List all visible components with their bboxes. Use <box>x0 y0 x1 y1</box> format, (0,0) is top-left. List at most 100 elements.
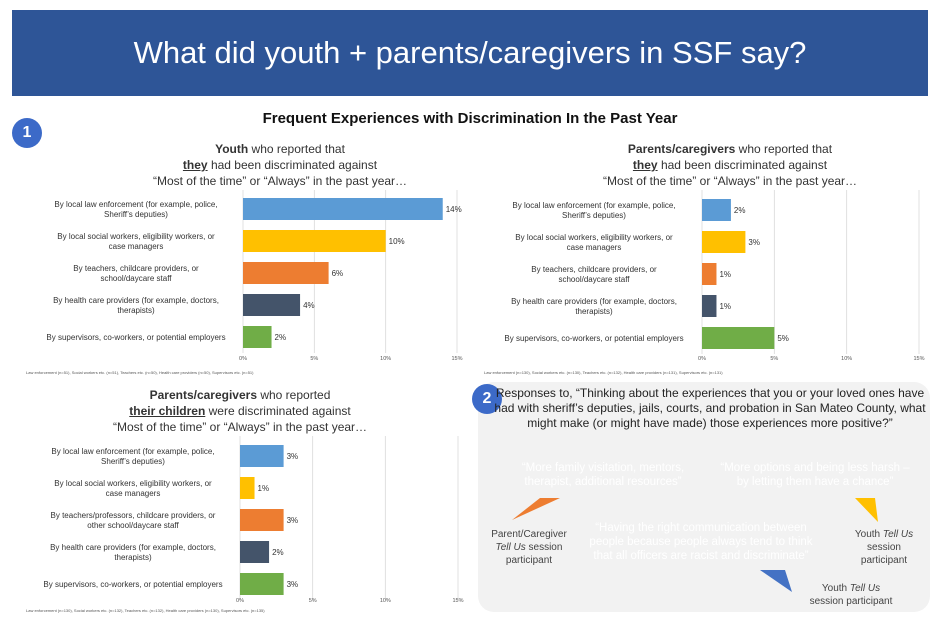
quote-yellow-attribution: Youth Tell Us session participant <box>848 528 920 567</box>
youth-data-label: 14% <box>446 205 462 214</box>
parents-self-tick-label: 10% <box>841 356 852 362</box>
youth-bar <box>243 198 443 220</box>
youth-tick-label: 0% <box>239 356 247 362</box>
badge-two: 2 <box>472 384 502 414</box>
parents-self-chart-heading: Parents/caregivers who reported that the… <box>580 141 880 189</box>
quote-blue-who-1: Youth <box>821 583 850 594</box>
parents-children-bar <box>240 541 270 563</box>
quote-blue-attribution: Youth Tell Us session participant <box>796 582 906 608</box>
parents-children-tick-label: 10% <box>380 598 391 604</box>
parents-children-bar <box>240 573 284 595</box>
parents-children-data-label: 1% <box>258 484 270 493</box>
youth-data-label: 4% <box>303 301 315 310</box>
parents-children-tick-label: 5% <box>309 598 317 604</box>
youth-category-label: By teachers, childcare providers, or scho… <box>73 264 199 283</box>
parents-children-category-label: By health care providers (for example, d… <box>50 543 216 562</box>
quote-orange-who-2: session <box>525 542 563 553</box>
youth-heading-rest1: who reported that <box>248 142 345 156</box>
parents-self-category-label: By local law enforcement (for example, p… <box>512 201 675 220</box>
quote-blue-text: “Having the right communication between … <box>589 522 813 562</box>
youth-heading-bold: Youth <box>215 142 249 156</box>
parents-children-bar <box>240 477 255 499</box>
page-title: What did youth + parents/caregivers in S… <box>133 35 807 70</box>
quote-orange-who-3: participant <box>505 555 553 566</box>
youth-bar <box>243 230 386 252</box>
youth-category-label: By local social workers, eligibility wor… <box>57 232 215 251</box>
title-banner: What did youth + parents/caregivers in S… <box>12 10 928 96</box>
quote-orange-who-1: Parent/Caregiver <box>491 529 567 540</box>
youth-data-label: 2% <box>275 333 287 342</box>
parents-self-heading-rest1: who reported that <box>735 142 833 156</box>
quote-yellow-who-1: Youth <box>854 529 883 540</box>
youth-tick-label: 10% <box>380 356 391 362</box>
parents-children-data-label: 3% <box>287 516 299 525</box>
parents-children-bar <box>240 445 284 467</box>
quote-bubble-yellow: “More options and being less harsh – by … <box>710 451 920 499</box>
parents-children-tick-label: 0% <box>236 598 244 604</box>
quote-orange-attribution: Parent/Caregiver Tell Us session partici… <box>486 528 572 567</box>
quote-yellow-who-2: session <box>867 542 901 553</box>
parents-children-category-label: By teachers/professors, childcare provid… <box>51 511 216 530</box>
parents-children-bar <box>240 509 284 531</box>
youth-chart-heading: Youth who reported that they had been di… <box>130 141 430 189</box>
parents-self-category-label: By local social workers, eligibility wor… <box>515 233 673 252</box>
youth-heading-underline: they <box>182 158 208 172</box>
youth-bar <box>243 294 301 316</box>
badge-one: 1 <box>12 118 42 148</box>
parents-self-data-label: 1% <box>719 270 731 279</box>
parents-children-data-label: 3% <box>287 580 299 589</box>
parents-children-category-label: By local social workers, eligibility wor… <box>54 479 212 498</box>
parents-children-heading-rest2: were discriminated against <box>205 404 351 418</box>
parents-self-tick-label: 0% <box>698 356 706 362</box>
parents-self-bar <box>702 263 717 285</box>
parents-self-bar <box>702 295 717 317</box>
quote-yellow-who-italic: Tell Us <box>882 529 914 540</box>
parents-self-category-label: By supervisors, co-workers, or potential… <box>504 334 683 343</box>
parents-self-heading-bold: Parents/caregivers <box>627 142 736 156</box>
youth-category-label: By local law enforcement (for example, p… <box>54 200 217 219</box>
youth-heading-line3: “Most of the time” or “Always” in the pa… <box>152 174 408 188</box>
quote-bubble-blue: “Having the right communication between … <box>574 512 828 572</box>
orange-bubble-tail <box>512 498 560 520</box>
youth-bar <box>243 262 329 284</box>
parents-self-tick-label: 5% <box>770 356 778 362</box>
parents-children-heading-line3: “Most of the time” or “Always” in the pa… <box>112 420 368 434</box>
section-title: Frequent Experiences with Discrimination… <box>262 110 678 127</box>
parents-self-bar <box>702 231 746 253</box>
youth-category-label: By health care providers (for example, d… <box>53 296 219 315</box>
quote-orange-who-italic: Tell Us <box>495 542 526 553</box>
youth-data-label: 6% <box>332 269 344 278</box>
parents-self-data-label: 5% <box>777 334 789 343</box>
quote-blue-who-italic: Tell Us <box>849 583 881 594</box>
youth-heading-rest2: had been discriminated against <box>207 158 378 172</box>
youth-bar <box>243 326 272 348</box>
responses-panel <box>478 382 930 612</box>
parents-children-category-label: By supervisors, co-workers, or potential… <box>43 580 222 589</box>
quote-orange-text: “More family visitation, mentors, therap… <box>521 462 685 488</box>
parents-self-heading-line3: “Most of the time” or “Always” in the pa… <box>602 174 858 188</box>
parents-children-tick-label: 15% <box>452 598 463 604</box>
parents-self-bar <box>702 327 775 349</box>
quote-yellow-text: “More options and being less harsh – by … <box>720 462 910 488</box>
youth-tick-label: 15% <box>451 356 462 362</box>
youth-data-label: 10% <box>389 237 405 246</box>
quote-blue-who-2: session participant <box>809 596 893 607</box>
parents-children-heading-rest1: who reported <box>257 388 331 402</box>
parents-self-data-label: 3% <box>748 238 760 247</box>
parents-self-heading-underline: they <box>632 158 658 172</box>
parents-self-bar <box>702 199 731 221</box>
parents-self-data-label: 2% <box>734 206 746 215</box>
quote-yellow-who-3: participant <box>860 555 908 566</box>
quote-bubble-orange: “More family visitation, mentors, therap… <box>506 451 700 499</box>
parents-self-category-label: By health care providers (for example, d… <box>511 297 677 316</box>
parents-children-footnote: Law enforcement (n=130), Social workers … <box>26 608 265 613</box>
parents-children-data-label: 3% <box>287 452 299 461</box>
parents-self-heading-rest2: had been discriminated against <box>657 158 828 172</box>
yellow-bubble-tail <box>855 498 878 522</box>
parents-children-heading-bold: Parents/caregivers <box>149 388 257 402</box>
parents-self-category-label: By teachers, childcare providers, or scho… <box>531 265 657 284</box>
responses-question: Responses to, “Thinking about the experi… <box>494 386 926 430</box>
youth-tick-label: 5% <box>310 356 318 362</box>
